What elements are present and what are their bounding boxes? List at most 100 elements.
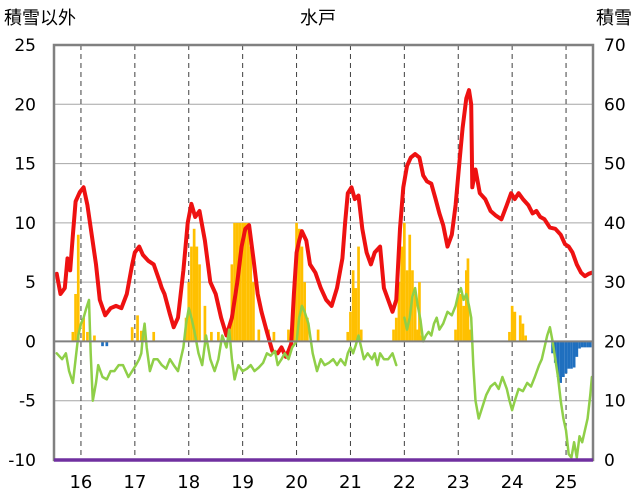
left-tick-label: -5 <box>19 392 36 412</box>
right-tick-label: 70 <box>604 36 626 56</box>
orange-bar <box>408 234 412 342</box>
blue-bar <box>105 341 109 347</box>
blue-bar <box>559 341 563 383</box>
orange-bar <box>508 331 511 342</box>
orange-bar <box>524 335 527 342</box>
orange-bar <box>413 294 417 342</box>
orange-bar <box>394 317 398 342</box>
blue-bar <box>575 341 579 357</box>
left-tick-label: 5 <box>25 273 36 293</box>
orange-bar <box>454 329 457 342</box>
left-tick-label: 25 <box>14 36 36 56</box>
blue-bar <box>564 341 568 374</box>
orange-bar <box>397 282 401 342</box>
green-series-line <box>403 286 594 459</box>
plot-frame <box>52 43 595 462</box>
orange-bar <box>400 246 404 342</box>
orange-bar <box>462 305 465 342</box>
x-axis-ticks: 16 17 18 19 20 21 22 23 24 25 <box>69 472 577 493</box>
x-tick-label: 23 <box>447 472 470 493</box>
right-tick-label: 50 <box>604 155 626 175</box>
x-tick-label: 19 <box>231 472 254 493</box>
orange-bar <box>316 329 320 342</box>
orange-bar <box>76 234 80 342</box>
x-tick-label: 25 <box>555 472 578 493</box>
blue-bar <box>556 341 560 377</box>
orange-bar <box>246 222 250 342</box>
orange-bar <box>192 228 196 342</box>
blue-bar <box>562 341 565 377</box>
orange-bar <box>518 315 522 342</box>
left-tick-label: 0 <box>25 332 36 352</box>
orange-bar <box>203 305 207 342</box>
left-tick-label: 10 <box>14 214 36 234</box>
blue-bar <box>583 341 587 348</box>
orange-bar <box>405 270 409 342</box>
orange-bar <box>357 246 360 342</box>
orange-bar <box>354 288 358 342</box>
right-tick-label: 10 <box>604 392 626 412</box>
blue-bar <box>580 341 584 348</box>
orange-bar <box>513 311 517 342</box>
orange-bar <box>510 305 514 342</box>
orange-bar <box>305 317 309 342</box>
orange-bar <box>392 329 395 342</box>
orange-bar <box>233 222 236 342</box>
orange-bar <box>359 329 363 342</box>
x-tick-label: 18 <box>177 472 200 493</box>
left-tick-label: 20 <box>14 95 36 115</box>
orange-bar <box>152 331 156 342</box>
orange-bar <box>252 282 255 342</box>
orange-bar <box>287 329 290 342</box>
orange-bar <box>464 270 468 342</box>
left-tick-label: 15 <box>14 155 36 175</box>
red-series-line <box>54 88 594 359</box>
orange-bar <box>238 222 242 342</box>
blue-bar <box>586 341 589 348</box>
orange-bar <box>93 335 96 342</box>
orange-bar <box>346 331 350 342</box>
orange-bar <box>272 331 276 342</box>
chart-title: 水戸 <box>300 8 336 29</box>
right-tick-label: 30 <box>604 273 626 293</box>
blue-bar <box>588 341 592 348</box>
blue-bar <box>101 341 104 347</box>
left-axis-label: 積雪以外 <box>4 8 76 29</box>
left-tick-label: -10 <box>8 451 36 471</box>
blue-bar <box>570 341 573 369</box>
orange-bar <box>190 246 193 342</box>
right-tick-label: 60 <box>604 95 626 115</box>
blue-bar <box>578 341 581 349</box>
right-tick-label: 40 <box>604 214 626 234</box>
orange-bar <box>82 317 85 342</box>
x-tick-label: 16 <box>69 472 92 493</box>
orange-bar <box>468 329 472 342</box>
blue-bar <box>567 341 571 369</box>
orange-bar <box>241 222 244 342</box>
orange-bar <box>456 294 460 342</box>
orange-bar <box>300 246 304 342</box>
orange-bar <box>74 294 77 342</box>
x-tick-label: 22 <box>393 472 416 493</box>
orange-bar <box>257 329 261 342</box>
orange-bar <box>403 222 406 342</box>
green-series-line <box>55 298 398 402</box>
orange-bar <box>459 294 463 342</box>
orange-bar <box>349 311 352 342</box>
orange-bar <box>230 264 234 342</box>
x-tick-label: 17 <box>123 472 146 493</box>
orange-bar <box>416 329 420 342</box>
orange-bar <box>297 228 301 342</box>
orange-bar <box>521 323 525 342</box>
orange-bar <box>195 246 199 342</box>
x-tick-label: 21 <box>339 472 362 493</box>
orange-bar <box>86 331 89 342</box>
right-axis-ticks: 70 60 50 40 30 20 10 0 <box>604 36 626 471</box>
orange-bar <box>217 331 220 342</box>
left-axis-ticks: 25 20 15 10 5 0 -5 -10 <box>8 36 36 471</box>
orange-bar <box>136 315 139 342</box>
orange-bar <box>243 222 247 342</box>
blue-bar <box>572 341 576 368</box>
x-tick-label: 24 <box>501 472 524 493</box>
right-axis-label: 積雪 <box>596 8 632 29</box>
